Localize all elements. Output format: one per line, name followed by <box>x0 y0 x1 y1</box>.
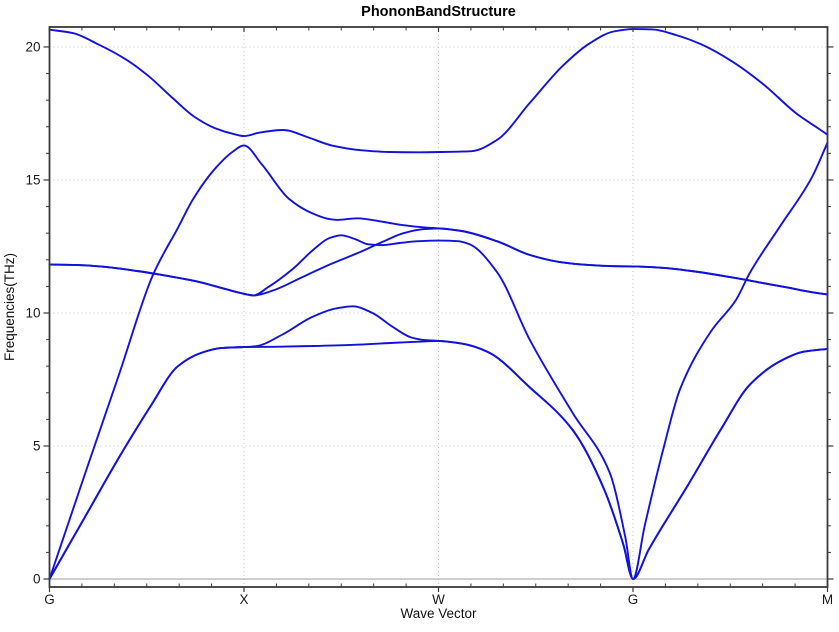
chart-title: PhononBandStructure <box>361 4 516 20</box>
band-curve-band2 <box>48 305 829 580</box>
y-tick-label: 20 <box>25 39 40 54</box>
x-axis-title: Wave Vector <box>400 606 477 621</box>
y-tick-label: 0 <box>33 572 41 587</box>
band-curve-band5 <box>48 141 829 580</box>
y-tick-label: 15 <box>25 172 40 187</box>
y-tick-label: 5 <box>33 439 41 454</box>
x-tick-label: W <box>432 592 445 607</box>
x-tick-label: G <box>628 592 639 607</box>
y-tick-label: 10 <box>25 305 40 320</box>
x-tick-label: G <box>44 592 55 607</box>
band-curve-band6 <box>48 28 829 154</box>
x-tick-label: M <box>822 592 833 607</box>
x-tick-label: X <box>239 592 248 607</box>
band-curve-band3 <box>48 144 829 580</box>
band-curve-band4 <box>48 227 829 297</box>
y-axis-title: Frequencies(THz) <box>2 252 17 362</box>
